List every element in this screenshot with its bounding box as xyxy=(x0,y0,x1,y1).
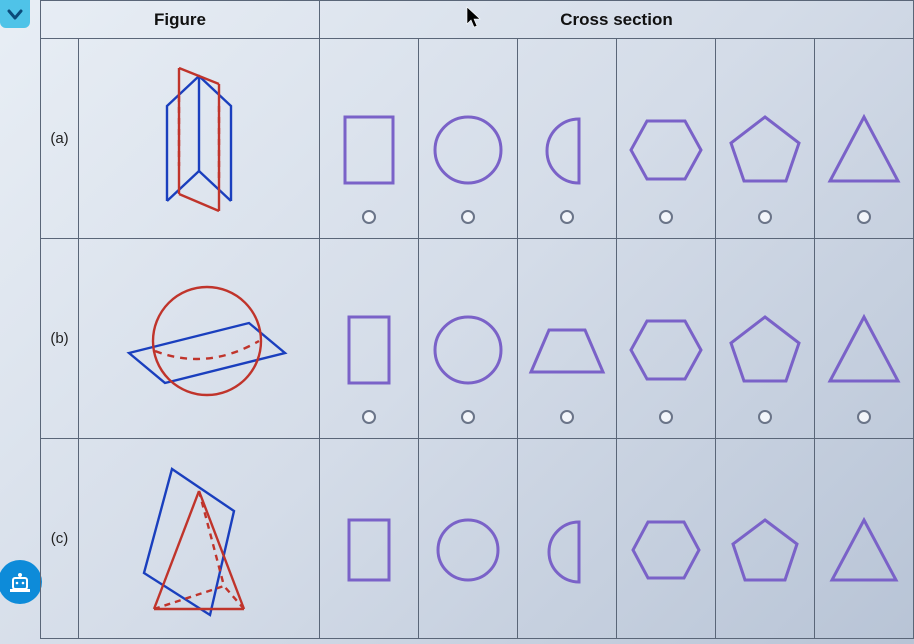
radio[interactable] xyxy=(659,410,673,424)
radio[interactable] xyxy=(461,210,475,224)
option-b-hexagon[interactable] xyxy=(617,239,716,439)
hexagon-icon xyxy=(625,111,707,189)
left-rail xyxy=(0,0,32,644)
radio[interactable] xyxy=(560,210,574,224)
header-figure: Figure xyxy=(41,1,320,39)
robot-icon xyxy=(7,569,33,595)
option-b-triangle[interactable] xyxy=(815,239,914,439)
option-a-pentagon[interactable] xyxy=(716,39,815,239)
radio[interactable] xyxy=(362,210,376,224)
option-c-rect[interactable] xyxy=(320,439,419,639)
chevron-down-icon xyxy=(6,7,24,21)
header-cross-section: Cross section xyxy=(320,1,914,39)
triangle-icon xyxy=(824,111,904,189)
radio[interactable] xyxy=(758,210,772,224)
circle-icon xyxy=(432,514,504,586)
radio[interactable] xyxy=(857,210,871,224)
radio[interactable] xyxy=(560,410,574,424)
figure-b-sphere xyxy=(99,261,299,411)
figure-cell-c xyxy=(79,439,320,639)
radio[interactable] xyxy=(659,210,673,224)
option-c-hexagon[interactable] xyxy=(617,439,716,639)
rect-icon xyxy=(341,514,397,586)
option-a-circle[interactable] xyxy=(419,39,518,239)
option-a-triangle[interactable] xyxy=(815,39,914,239)
option-a-rect[interactable] xyxy=(320,39,419,239)
row-label: (c) xyxy=(41,439,79,639)
figure-a-prism xyxy=(119,46,279,226)
rect-icon xyxy=(337,111,401,189)
option-c-halfcircle[interactable] xyxy=(518,439,617,639)
radio[interactable] xyxy=(362,410,376,424)
figure-cell-a xyxy=(79,39,320,239)
hexagon-icon xyxy=(627,514,705,586)
rect-icon xyxy=(341,311,397,389)
pentagon-icon xyxy=(725,111,805,189)
pentagon-icon xyxy=(727,514,803,586)
radio[interactable] xyxy=(758,410,772,424)
option-c-circle[interactable] xyxy=(419,439,518,639)
radio[interactable] xyxy=(857,410,871,424)
halfcircle-icon xyxy=(539,514,595,586)
hexagon-icon xyxy=(625,311,707,389)
cross-section-table: Figure Cross section (a) xyxy=(40,0,914,639)
option-b-circle[interactable] xyxy=(419,239,518,439)
circle-icon xyxy=(430,311,506,389)
circle-icon xyxy=(430,111,506,189)
row-label: (b) xyxy=(41,239,79,439)
figure-cell-b xyxy=(79,239,320,439)
option-c-pentagon[interactable] xyxy=(716,439,815,639)
option-a-halfcircle[interactable] xyxy=(518,39,617,239)
option-a-hexagon[interactable] xyxy=(617,39,716,239)
option-b-trapezoid[interactable] xyxy=(518,239,617,439)
triangle-icon xyxy=(824,311,904,389)
option-b-rect[interactable] xyxy=(320,239,419,439)
helper-fab[interactable] xyxy=(0,560,42,604)
option-b-pentagon[interactable] xyxy=(716,239,815,439)
radio[interactable] xyxy=(461,410,475,424)
option-c-triangle[interactable] xyxy=(815,439,914,639)
halfcircle-icon xyxy=(537,111,597,189)
triangle-icon xyxy=(826,514,902,586)
trapezoid-icon xyxy=(525,320,609,380)
row-label: (a) xyxy=(41,39,79,239)
pentagon-icon xyxy=(725,311,805,389)
collapse-tab[interactable] xyxy=(0,0,30,28)
figure-c-pyramid xyxy=(114,451,284,621)
